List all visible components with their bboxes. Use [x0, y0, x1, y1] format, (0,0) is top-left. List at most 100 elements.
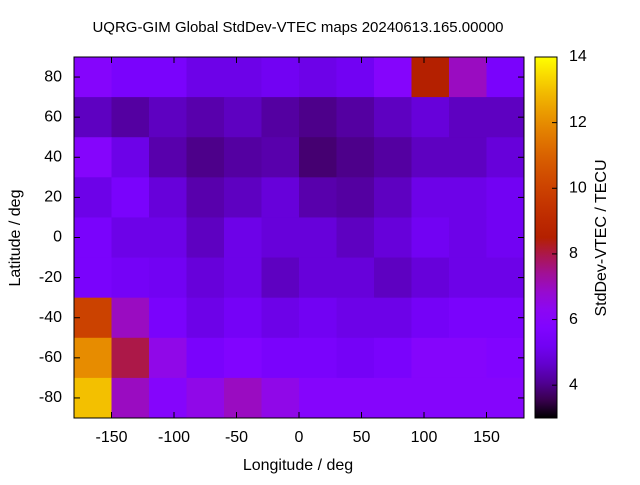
x-tick-label: 50 — [353, 429, 371, 446]
heatmap-cell — [224, 377, 262, 419]
heatmap-cell — [449, 297, 487, 339]
heatmap-cell — [411, 337, 450, 379]
y-tick-label: -40 — [39, 309, 62, 326]
heatmap-cell — [224, 297, 262, 339]
heatmap-cell — [449, 137, 487, 178]
heatmap-cell — [224, 177, 262, 218]
heatmap-cell — [336, 177, 375, 218]
heatmap-cell — [374, 337, 412, 379]
heatmap-cell — [149, 377, 187, 419]
heatmap-cell — [149, 177, 187, 218]
heatmap-cell — [299, 377, 337, 419]
heatmap-cell — [374, 297, 412, 339]
heatmap-cell — [186, 337, 225, 379]
y-tick-label: 0 — [53, 229, 62, 246]
heatmap-cell — [111, 297, 150, 339]
heatmap-cell — [411, 217, 450, 259]
heatmap-cell — [74, 97, 112, 138]
heatmap-cell — [224, 257, 262, 299]
heatmap-cells — [74, 57, 525, 419]
heatmap-cell — [111, 257, 150, 299]
heatmap-cell — [411, 377, 450, 419]
heatmap-cell — [374, 57, 412, 98]
heatmap-cell — [299, 217, 337, 259]
heatmap-cell — [449, 177, 487, 218]
heatmap-cell — [111, 137, 150, 178]
heatmap-cell — [299, 257, 337, 299]
heatmap-cell — [411, 297, 450, 339]
colorbar-tick-label: 14 — [569, 48, 587, 65]
heatmap-cell — [74, 217, 112, 259]
heatmap-cell — [186, 97, 225, 138]
heatmap-cell — [299, 97, 337, 138]
heatmap-cell — [149, 297, 187, 339]
y-tick-label: -60 — [39, 349, 62, 366]
heatmap-cell — [299, 177, 337, 218]
heatmap-cell — [299, 297, 337, 339]
y-tick-label: -20 — [39, 269, 62, 286]
y-axis-label: Latitude / deg — [7, 190, 24, 287]
heatmap-cell — [336, 217, 375, 259]
heatmap-cell — [261, 97, 300, 138]
heatmap-cell — [186, 297, 225, 339]
colorbar — [534, 56, 558, 419]
heatmap-cell — [186, 257, 225, 299]
heatmap-cell — [224, 337, 262, 379]
heatmap-cell — [336, 297, 375, 339]
heatmap-cell — [186, 217, 225, 259]
heatmap-cell — [336, 257, 375, 299]
heatmap-cell — [449, 377, 487, 419]
heatmap-cell — [74, 257, 112, 299]
heatmap-cell — [224, 57, 262, 98]
heatmap-cell — [74, 297, 112, 339]
heatmap-cell — [336, 137, 375, 178]
heatmap-cell — [186, 177, 225, 218]
heatmap-cell — [261, 217, 300, 259]
heatmap-cell — [261, 177, 300, 218]
x-axis-label: Longitude / deg — [243, 457, 353, 474]
colorbar-tick-label: 4 — [569, 376, 578, 393]
heatmap-cell — [111, 377, 150, 419]
colorbar-tick-label: 12 — [569, 114, 587, 131]
heatmap-cell — [111, 177, 150, 218]
heatmap-cell — [261, 337, 300, 379]
y-tick-label: 60 — [44, 108, 62, 125]
heatmap-cell — [261, 257, 300, 299]
heatmap-cell — [111, 97, 150, 138]
heatmap-cell — [449, 217, 487, 259]
heatmap-cell — [449, 57, 487, 98]
colorbar-label: StdDev-VTEC / TECU — [593, 159, 610, 316]
heatmap-cell — [374, 257, 412, 299]
heatmap-cell — [149, 137, 187, 178]
heatmap-cell — [374, 137, 412, 178]
colorbar-tick-label: 8 — [569, 245, 578, 262]
heatmap-cell — [186, 57, 225, 98]
heatmap-cell — [149, 337, 187, 379]
y-tick-label: 20 — [44, 189, 62, 206]
heatmap-cell — [261, 57, 300, 98]
x-tick-label: 100 — [411, 429, 438, 446]
heatmap-cell — [224, 97, 262, 138]
heatmap-cell — [299, 57, 337, 98]
x-tick-label: -50 — [225, 429, 248, 446]
heatmap-cell — [449, 97, 487, 138]
heatmap-cell — [149, 257, 187, 299]
heatmap-cell — [449, 337, 487, 379]
x-tick-label: 0 — [295, 429, 304, 446]
heatmap-cell — [261, 137, 300, 178]
heatmap-cell — [224, 137, 262, 178]
heatmap-cell — [111, 337, 150, 379]
heatmap-cell — [374, 97, 412, 138]
colorbar-tick-label: 10 — [569, 179, 587, 196]
heatmap-cell — [411, 57, 450, 98]
heatmap-cell — [299, 337, 337, 379]
heatmap-cell — [224, 217, 262, 259]
heatmap-cell — [411, 257, 450, 299]
chart-title: UQRG-GIM Global StdDev-VTEC maps 2024061… — [92, 19, 503, 36]
heatmap-cell — [149, 97, 187, 138]
heatmap-cell — [374, 377, 412, 419]
heatmap-cell — [186, 137, 225, 178]
heatmap-cell — [149, 57, 187, 98]
y-tick-label: 40 — [44, 148, 62, 165]
heatmap-cell — [186, 377, 225, 419]
